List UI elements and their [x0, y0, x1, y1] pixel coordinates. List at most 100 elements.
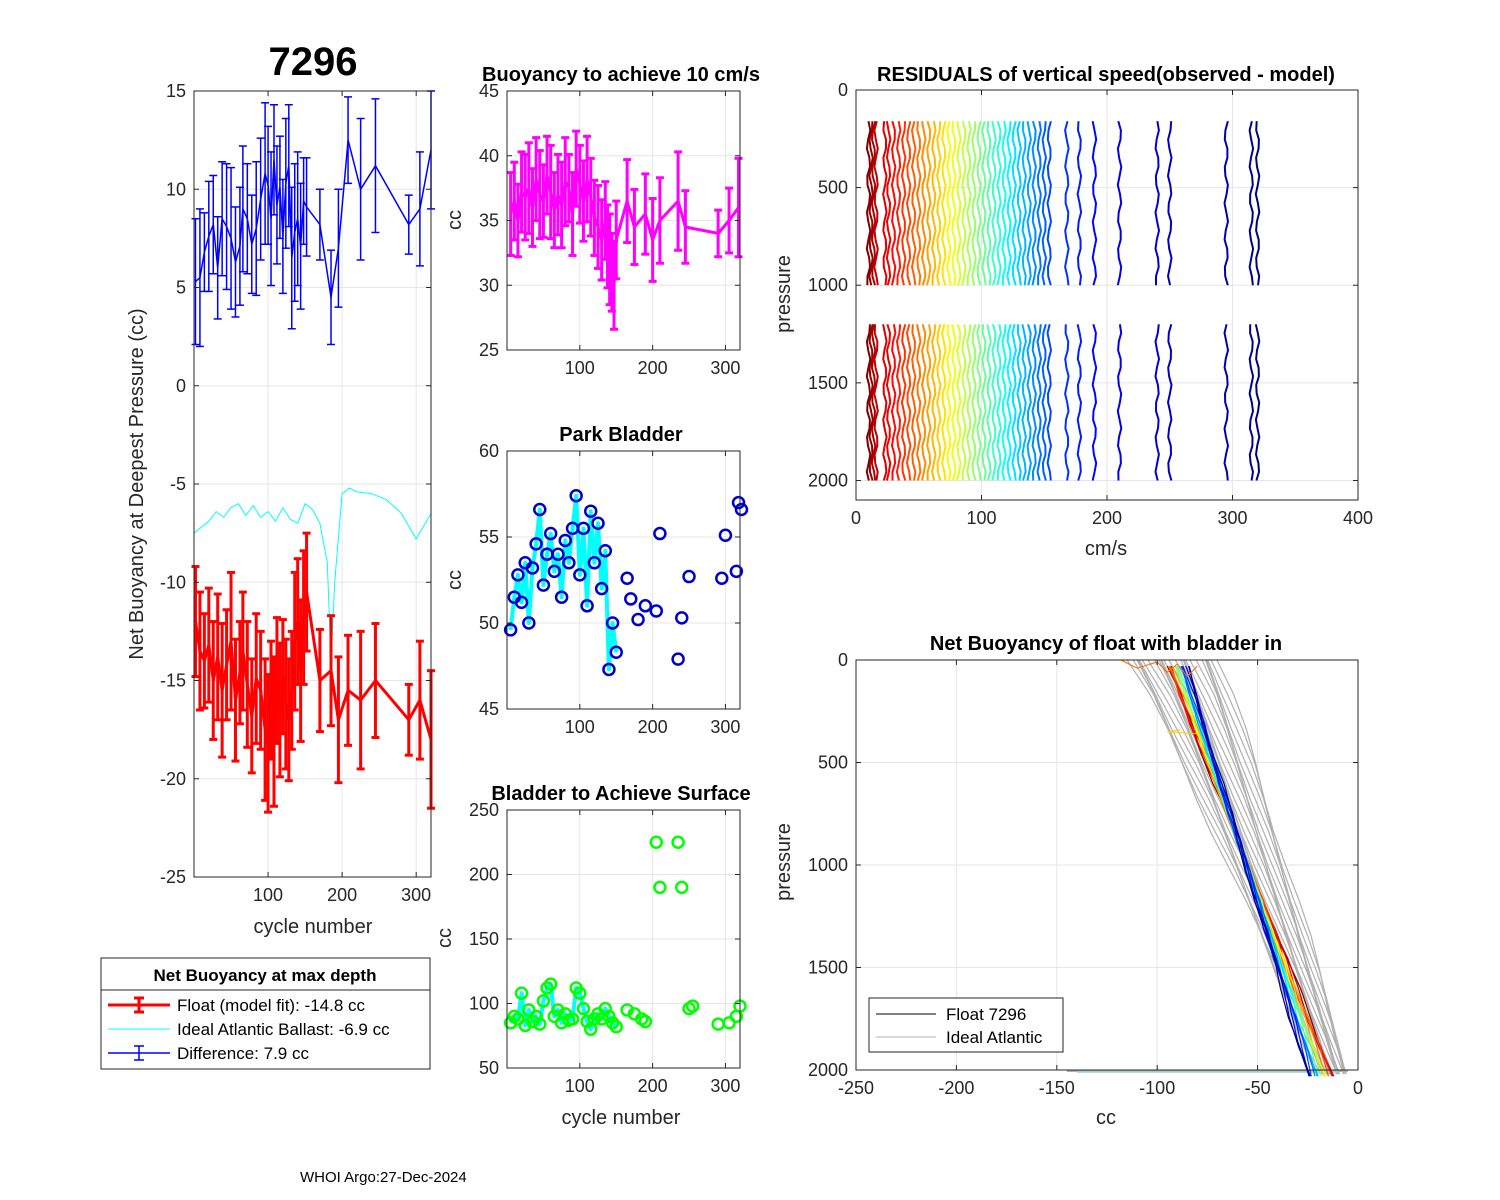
y-tick-label: 50: [479, 613, 499, 633]
surface-point: [675, 880, 689, 895]
park-point: [594, 581, 609, 596]
buoy10-title: Buoyancy to achieve 10 cm/s: [482, 64, 760, 86]
residual-profile: [996, 120, 1002, 286]
surface-point: [533, 1017, 547, 1031]
y-tick-label: 10: [166, 179, 186, 199]
netbuoy-legend: Float 7296 Ideal Atlantic: [868, 997, 1064, 1053]
residual-profile: [931, 324, 937, 481]
x-tick-label: 300: [710, 717, 740, 737]
residual-profile: [1091, 324, 1098, 481]
residual-profile: [1026, 121, 1032, 286]
residual-profile: [910, 120, 917, 286]
residual-profile: [900, 324, 907, 481]
residual-profile: [910, 324, 917, 481]
residuals-axes: 0 100 200 300 400 0 500 1000 1500 2000: [808, 80, 1373, 528]
x-tick-label: 100: [253, 885, 283, 905]
x-tick-label: 300: [710, 1076, 740, 1096]
residual-profile: [1031, 324, 1037, 481]
float-model-line: [194, 590, 433, 745]
x-tick-label: 200: [638, 1076, 668, 1096]
y-tick-label: 45: [479, 699, 499, 719]
x-tick-label: 400: [1343, 508, 1373, 528]
surface-point: [536, 994, 551, 1008]
park-point: [529, 537, 543, 551]
residual-profile: [885, 324, 892, 481]
residual-profile: [882, 121, 888, 286]
y-tick-label: 150: [469, 929, 499, 949]
residual-profile: [991, 324, 997, 481]
residual-profile: [1166, 121, 1173, 286]
residual-profile: [961, 324, 967, 481]
surface-point: [609, 1019, 623, 1034]
residual-profile: [920, 121, 927, 286]
park-point: [503, 623, 518, 637]
residual-profile: [890, 324, 897, 481]
y-tick-label: 0: [838, 650, 848, 670]
residual-profile: [905, 120, 912, 286]
x-tick-label: 0: [1353, 1078, 1363, 1098]
x-tick-label: 200: [1092, 508, 1122, 528]
residual-profile: [1011, 120, 1017, 286]
x-tick-label: -100: [1139, 1078, 1175, 1098]
park-point: [682, 569, 696, 584]
residual-profile: [951, 324, 957, 481]
residual-profile: [986, 121, 992, 286]
x-tick-label: 100: [966, 508, 996, 528]
residual-profile: [885, 121, 892, 286]
surface-point: [518, 1018, 532, 1033]
y-tick-label: 2000: [808, 1060, 848, 1080]
residual-profile: [926, 324, 932, 481]
park-point: [514, 595, 529, 610]
residual-profile: [1036, 324, 1043, 481]
park-point: [653, 526, 667, 541]
y-tick-label: -20: [160, 769, 186, 789]
residual-profile: [1116, 324, 1123, 481]
legend-ideal-label: Ideal Atlantic Ballast: -6.9 cc: [177, 1020, 390, 1039]
park-ylabel: cc: [444, 570, 466, 590]
surface-point: [671, 835, 685, 849]
y-tick-label: 500: [818, 178, 848, 198]
residual-profile: [1091, 121, 1098, 286]
residual-profile: [971, 324, 977, 481]
park-point: [573, 568, 587, 582]
residual-profile: [936, 121, 942, 286]
residual-profile: [1254, 121, 1261, 286]
park-point: [558, 533, 572, 548]
bladder-surface-axes: 100 200 300 50 100 150 200 250: [469, 800, 747, 1096]
surface-point: [653, 880, 667, 895]
park-point: [671, 652, 685, 666]
y-tick-label: 500: [818, 753, 848, 773]
footer-credit: WHOI Argo:27-Dec-2024: [300, 1169, 467, 1186]
residual-profile: [981, 324, 987, 481]
surface-point: [573, 986, 587, 1000]
park-point: [675, 611, 689, 625]
y-tick-label: 50: [479, 1058, 499, 1078]
residual-profile: [1011, 324, 1017, 481]
residual-profile: [1021, 121, 1027, 286]
park-point: [569, 488, 583, 503]
x-tick-label: 100: [565, 358, 595, 378]
residual-profile: [870, 324, 877, 481]
park-title: Park Bladder: [559, 424, 683, 446]
y-tick-label: 0: [838, 80, 848, 100]
surface-point: [638, 1014, 653, 1029]
park-point: [562, 556, 576, 570]
residual-profile: [905, 324, 912, 481]
residual-profile: [1223, 324, 1230, 481]
y-tick-label: 30: [479, 275, 499, 295]
residual-profile: [1031, 120, 1037, 286]
residual-profile: [1016, 324, 1022, 481]
residual-profile: [870, 120, 877, 286]
residual-profile: [900, 121, 907, 286]
residual-profile: [1254, 324, 1261, 481]
residual-profile: [865, 324, 872, 481]
residual-profile: [1001, 324, 1007, 481]
residual-profile: [936, 324, 942, 481]
residual-profile: [1001, 121, 1007, 286]
surface-point: [551, 1003, 565, 1017]
residual-profile: [986, 324, 992, 481]
residual-profile: [868, 121, 874, 286]
legend-title: Net Buoyancy at max depth: [154, 966, 377, 985]
residual-profile: [961, 120, 967, 286]
residual-profile: [1021, 324, 1027, 481]
